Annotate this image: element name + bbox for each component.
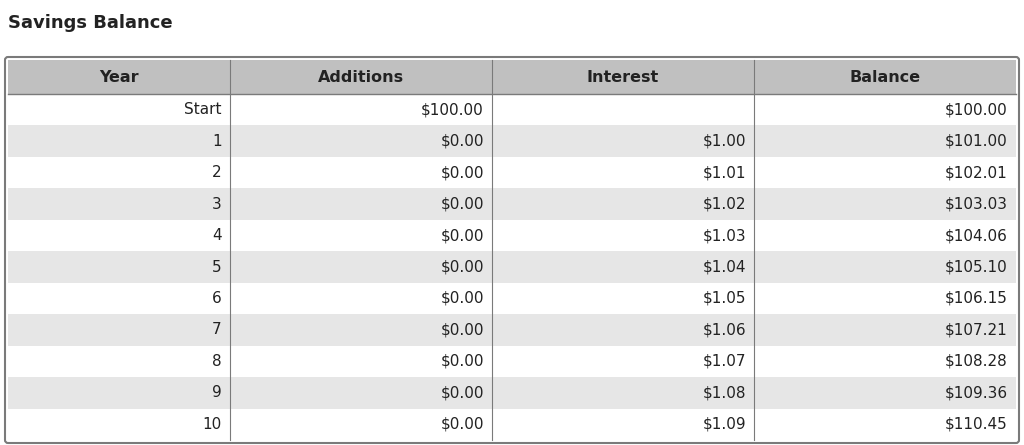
Text: Start: Start (184, 102, 222, 117)
Text: $1.05: $1.05 (702, 291, 745, 306)
Text: $107.21: $107.21 (945, 323, 1008, 337)
Bar (8, 188, 1016, 220)
Bar (8, 377, 1016, 409)
Text: 2: 2 (212, 165, 222, 180)
Text: $0.00: $0.00 (440, 291, 483, 306)
Text: $0.00: $0.00 (440, 228, 483, 243)
Text: $101.00: $101.00 (945, 134, 1008, 149)
Text: $1.04: $1.04 (702, 259, 745, 275)
Text: $1.07: $1.07 (702, 354, 745, 369)
Text: $1.08: $1.08 (702, 385, 745, 400)
Bar (8, 283, 1016, 314)
Text: $100.00: $100.00 (945, 102, 1008, 117)
Text: 4: 4 (212, 228, 222, 243)
Bar (8, 94, 1016, 125)
Bar (8, 251, 1016, 283)
Text: $0.00: $0.00 (440, 417, 483, 432)
Text: Savings Balance: Savings Balance (8, 14, 173, 32)
Text: $102.01: $102.01 (945, 165, 1008, 180)
Text: $103.03: $103.03 (945, 197, 1008, 211)
Text: $100.00: $100.00 (421, 102, 483, 117)
Text: $1.06: $1.06 (702, 323, 745, 337)
Text: $1.02: $1.02 (702, 197, 745, 211)
Text: 10: 10 (203, 417, 222, 432)
Text: 7: 7 (212, 323, 222, 337)
Bar (8, 220, 1016, 251)
Bar (8, 157, 1016, 188)
Text: Additions: Additions (317, 69, 403, 85)
Bar (8, 125, 1016, 157)
Text: $106.15: $106.15 (945, 291, 1008, 306)
Bar (8, 409, 1016, 440)
Text: $0.00: $0.00 (440, 354, 483, 369)
Text: $1.01: $1.01 (702, 165, 745, 180)
Text: $1.09: $1.09 (702, 417, 745, 432)
Text: 8: 8 (212, 354, 222, 369)
Text: $0.00: $0.00 (440, 197, 483, 211)
Text: Interest: Interest (587, 69, 659, 85)
Text: $108.28: $108.28 (945, 354, 1008, 369)
Text: 6: 6 (212, 291, 222, 306)
Text: $0.00: $0.00 (440, 323, 483, 337)
Text: $1.03: $1.03 (702, 228, 745, 243)
Text: Balance: Balance (849, 69, 921, 85)
Text: $109.36: $109.36 (945, 385, 1008, 400)
Text: $1.00: $1.00 (702, 134, 745, 149)
Bar (8, 60, 1016, 94)
Bar (8, 314, 1016, 346)
Text: $0.00: $0.00 (440, 165, 483, 180)
Text: 9: 9 (212, 385, 222, 400)
Text: $110.45: $110.45 (945, 417, 1008, 432)
Text: 1: 1 (212, 134, 222, 149)
Bar (8, 346, 1016, 377)
Text: Year: Year (99, 69, 138, 85)
Text: $0.00: $0.00 (440, 259, 483, 275)
Text: $104.06: $104.06 (945, 228, 1008, 243)
Text: $0.00: $0.00 (440, 385, 483, 400)
Text: 3: 3 (212, 197, 222, 211)
Text: 5: 5 (212, 259, 222, 275)
Text: $105.10: $105.10 (945, 259, 1008, 275)
Text: $0.00: $0.00 (440, 134, 483, 149)
